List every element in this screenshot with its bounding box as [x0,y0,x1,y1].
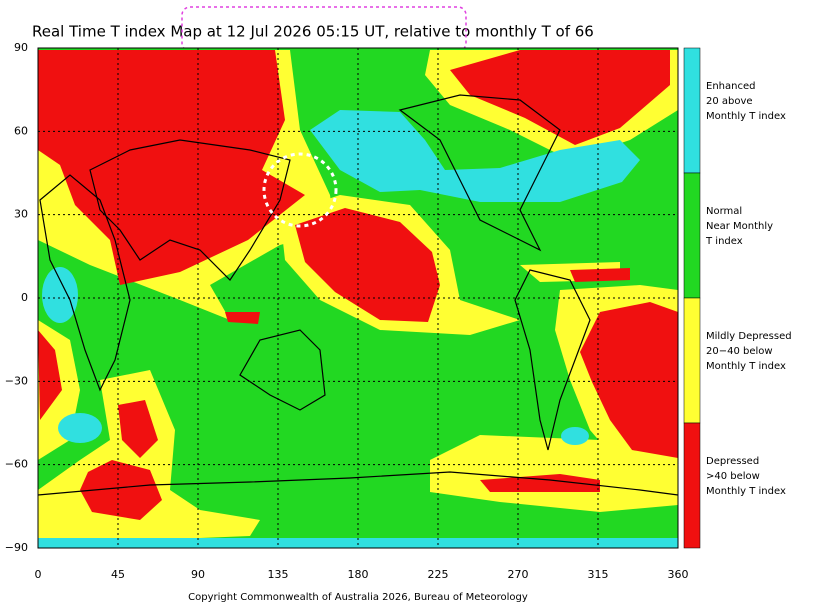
legend-swatch [683,172,701,299]
legend-label: Monthly T index [706,486,786,497]
legend-label: Monthly T index [706,361,786,372]
y-tick-label: −30 [5,374,28,387]
legend-label: Monthly T index [706,111,786,122]
legend-label: Near Monthly [706,221,773,232]
legend-label: 20 above [706,96,753,107]
legend-label: Normal [706,206,742,217]
x-tick-label: 360 [668,568,689,581]
x-tick-label: 270 [508,568,529,581]
legend-swatch [683,422,701,549]
legend-label: 20−40 below [706,346,773,357]
x-tick-label: 225 [428,568,449,581]
legend-swatch [683,297,701,424]
coastlines [37,94,679,496]
x-tick-label: 0 [35,568,42,581]
legend: Enhanced 20 above Monthly T index Normal Nea… [683,47,792,549]
legend-swatch [683,47,701,174]
x-tick-label: 90 [191,568,205,581]
y-tick-label: 0 [21,291,28,304]
legend-label: Mildly Depressed [706,331,792,342]
x-tick-label: 135 [268,568,289,581]
x-tick-label: 45 [111,568,125,581]
highlight-circle [262,152,338,228]
y-tick-label: −60 [5,458,28,471]
y-tick-label: 60 [14,124,28,137]
footer: Copyright Commonwealth of Australia 2026… [188,592,528,603]
x-tick-label: 315 [588,568,609,581]
legend-label: >40 below [706,471,760,482]
legend-label: Enhanced [706,81,755,92]
x-tick-label: 180 [348,568,369,581]
highlight-box [181,6,467,52]
y-tick-label: −90 [5,541,28,554]
chart-title: Real Time T index Map at 12 Jul 2026 05:… [32,23,594,41]
y-tick-label: 90 [14,41,28,54]
y-tick-label: 30 [14,208,28,221]
legend-label: Depressed [706,456,759,467]
legend-label: T index [705,236,743,247]
depressed-regions [38,50,678,520]
